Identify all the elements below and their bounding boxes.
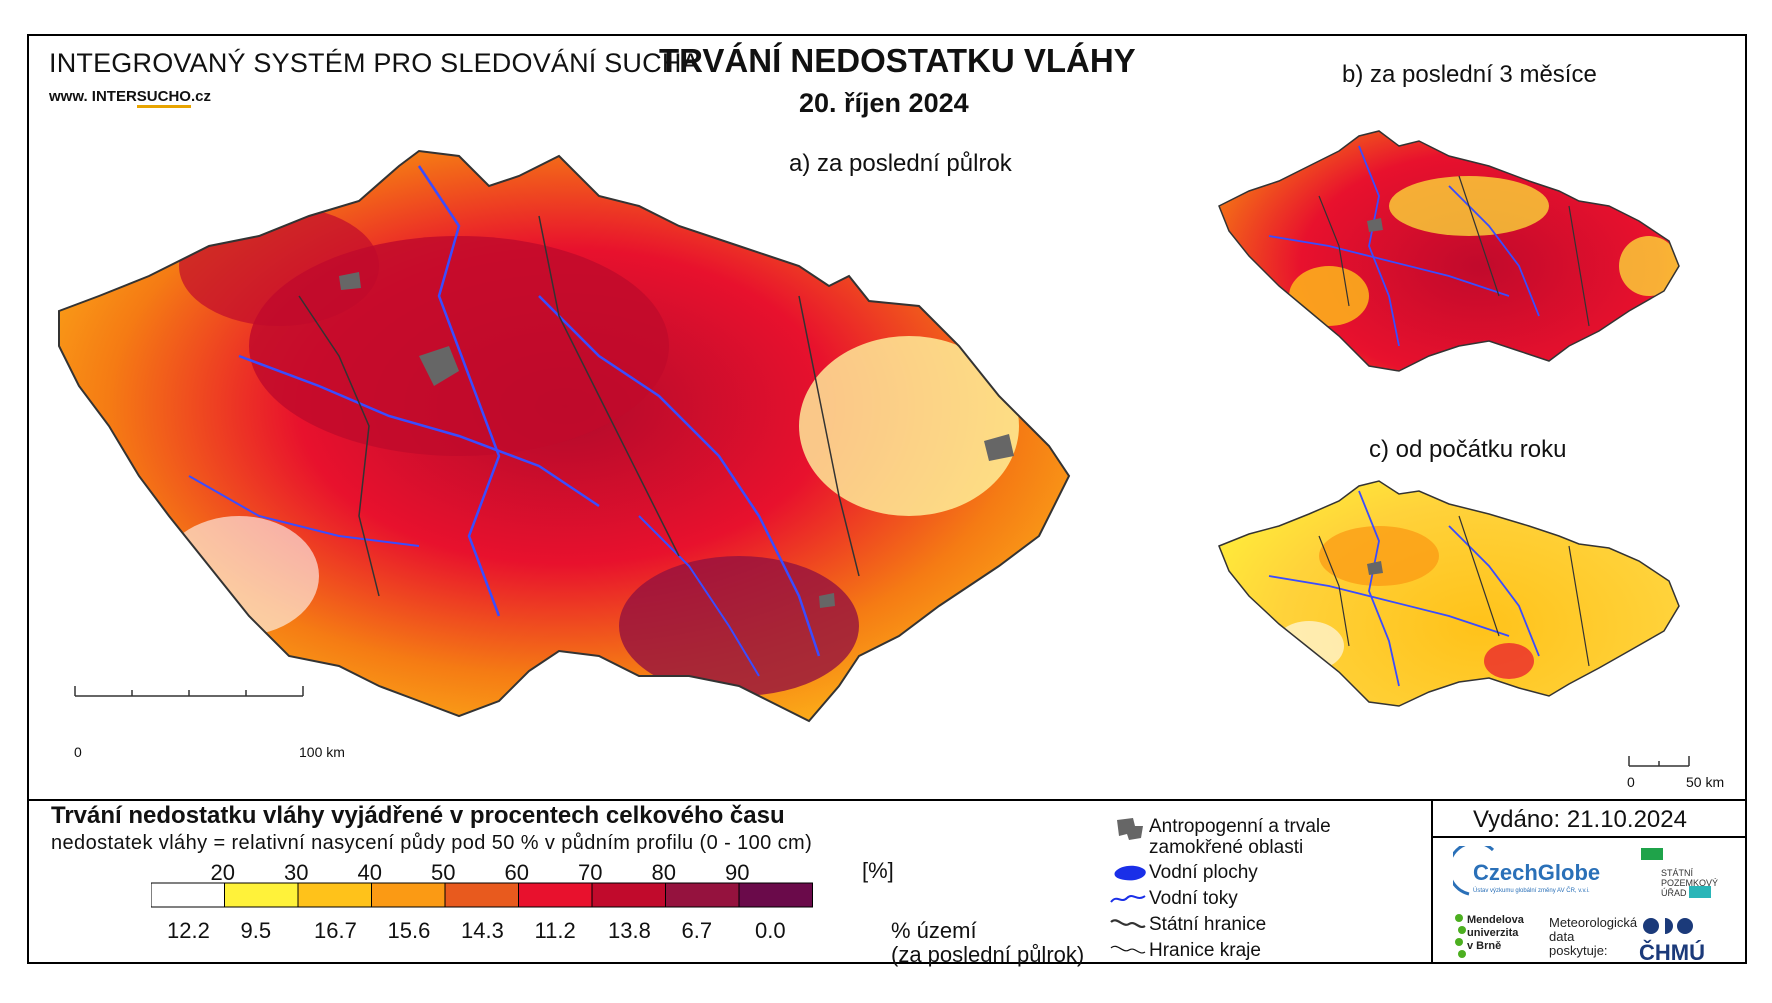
legend-color-scale [151,882,813,908]
legend-swatch-6 [591,882,666,908]
map-c-title: c) od počátku roku [1369,436,1567,463]
website-url[interactable]: www. INTERSUCHO.cz [49,88,211,108]
legend-swatch-0 [151,882,225,908]
legend-rivers-label: Vodní toky [1149,888,1238,909]
legend-threshold-20: 20 [210,860,235,885]
legend-share-2: 16.7 [314,918,357,943]
url-suffix: .cz [190,88,211,105]
legend-water-bodies-label: Vodní plochy [1149,862,1258,883]
share-caption-2: (za poslední půlrok) [891,942,1085,967]
chmu-name: ČHMÚ [1639,940,1705,965]
legend-swatch-1 [224,882,299,908]
url-prefix: www. INTER [49,88,137,105]
water-body-icon [1114,865,1146,881]
legend-threshold-70: 70 [578,860,603,885]
legend-swatch-4 [444,882,519,908]
czechglobe-subtitle: Ústav výzkumu globální změny AV ČR, v.v.… [1473,888,1590,894]
legend-threshold-50: 50 [431,860,456,885]
map-b-title: b) za poslední 3 měsíce [1342,61,1597,88]
legend-share-6: 13.8 [608,918,651,943]
system-title: INTEGROVANÝ SYSTÉM PRO SLEDOVÁNÍ SUCHA [49,48,700,78]
map-c-scale-bar [1628,756,1690,767]
footer-divider [1431,799,1433,962]
main-title: TRVÁNÍ NEDOSTATKU VLÁHY [659,42,1136,79]
state-border-icon [1110,919,1146,928]
mendel-line-1: Mendelova [1467,914,1524,926]
legend-share-4: 14.3 [461,918,504,943]
legend-swatch-8 [738,882,813,908]
map-b-three-months [1218,130,1680,372]
legend-border-label: Státní hranice [1149,914,1267,935]
legend-urban-label-1: Antropogenní a trvale [1149,816,1331,837]
map-frame: INTEGROVANÝ SYSTÉM PRO SLEDOVÁNÍ SUCHA w… [27,34,1747,967]
legend-swatch-3 [371,882,446,908]
legend-share-5: 11.2 [534,918,576,943]
map-a-scale-start: 0 [74,744,82,760]
meteo-line-3: poskytuje: [1549,943,1608,958]
spu-line-2: POZEMKOVÝ [1661,878,1719,888]
spu-logo [1641,848,1711,898]
meteo-line-2: data [1549,929,1575,944]
region-border-icon [1110,945,1146,954]
legend-swatch-5 [518,882,593,908]
map-c-scale-start: 0 [1627,774,1635,790]
river-icon [1110,895,1146,903]
legend-threshold-90: 90 [725,860,750,885]
map-c-scale-end: 50 km [1686,774,1725,790]
map-a-half-year [58,150,1070,722]
legend-swatch-2 [297,882,372,908]
spu-line-3: ÚŘAD [1661,888,1687,898]
chmu-logo-icon [1643,918,1693,934]
legend-divider [29,799,1745,801]
mendel-line-2: univerzita [1467,927,1519,939]
map-date: 20. říjen 2024 [799,88,969,118]
legend-swatch-7 [665,882,740,908]
share-caption-1: % území [891,918,977,943]
mendel-line-3: v Brně [1467,940,1502,952]
czechglobe-name: CzechGlobe [1473,860,1601,885]
mendel-university: Mendelova univerzita v Brně [1467,914,1524,953]
legend-title: Trvání nedostatku vláhy vyjádřené v proc… [51,802,785,829]
legend-threshold-60: 60 [504,860,529,885]
spu-text: STÁTNÍ POZEMKOVÝ ÚŘAD [1661,868,1718,898]
map-a-title: a) za poslední půlrok [789,150,1012,177]
legend-unit: [%] [862,858,894,883]
issued-divider [1431,836,1747,838]
legend-share-1: 9.5 [240,918,272,943]
map-a-scale-bar [74,686,304,697]
issued-date: Vydáno: 21.10.2024 [1473,806,1687,833]
mendel-dots-icon [1455,914,1466,958]
legend-urban-label-2: zamokřené oblasti [1149,837,1304,858]
legend-threshold-30: 30 [284,860,309,885]
map-a-scale-end: 100 km [299,744,345,760]
legend-threshold-80: 80 [651,860,676,885]
legend-share-7: 6.7 [681,918,713,943]
legend-share-8: 0.0 [755,918,786,943]
legend-threshold-40: 40 [357,860,382,885]
czechglobe-logo [1453,846,1495,896]
legend-regions-label: Hranice kraje [1149,940,1261,961]
meteo-line-1: Meteorologická [1549,915,1638,930]
map-c-since-start-of-year [1218,480,1690,767]
legend-share-0: 12.2 [167,918,210,943]
meteo-provider-text: Meteorologická data poskytuje: [1549,916,1637,958]
urban-area-icon [1117,818,1143,840]
url-highlight: SUCHO [136,88,191,108]
legend-subtitle: nedostatek vláhy = relativní nasycení pů… [51,832,813,854]
spu-line-1: STÁTNÍ [1661,868,1694,878]
legend-share-3: 15.6 [387,918,431,943]
